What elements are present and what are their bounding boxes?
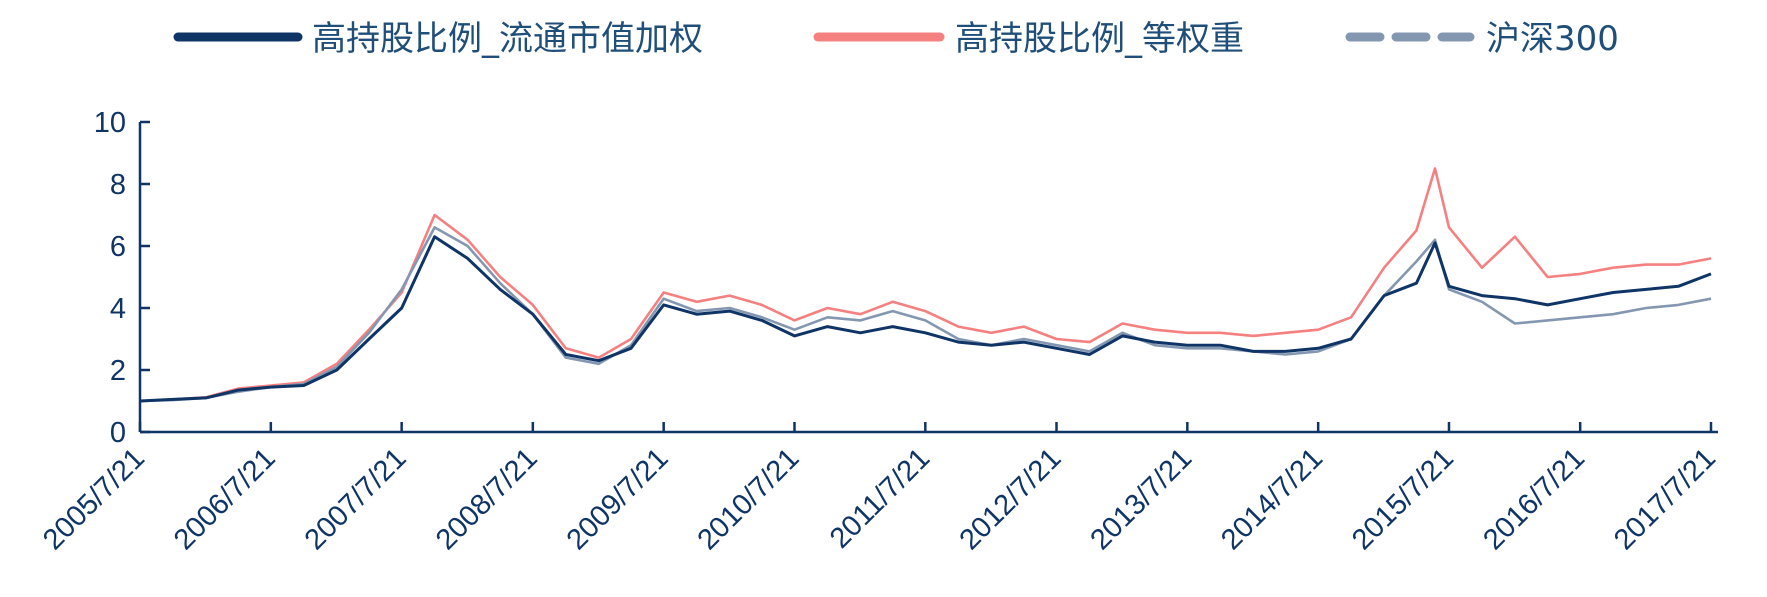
axes: 0 2 4 6 8 10 2005/7/21 2006/7/21 2007/7/21 2008/7…	[37, 107, 1722, 556]
x-tick-label-11: 2015/7/21	[1346, 442, 1460, 556]
legend-label-1: 高持股比例_流通市值加权	[312, 19, 703, 59]
legend-item-2: 高持股比例_等权重	[813, 19, 1244, 59]
legend-label-3: 沪深300	[1486, 19, 1619, 59]
x-tick-label-10: 2014/7/21	[1215, 442, 1329, 556]
x-tick-label-12: 2016/7/21	[1477, 442, 1591, 556]
y-tick-label-0: 0	[110, 417, 126, 449]
y-tick-label-6: 6	[110, 231, 126, 263]
series-layer	[139, 167, 1712, 403]
y-tick-label-2: 2	[110, 355, 126, 387]
legend-label-2: 高持股比例_等权重	[955, 19, 1244, 59]
x-tick-label-3: 2007/7/21	[299, 442, 413, 556]
x-tick-label-2: 2006/7/21	[168, 442, 282, 556]
series-line-2	[139, 167, 1712, 403]
series-line-3	[139, 226, 1712, 403]
y-tick-label-10: 10	[94, 107, 126, 139]
y-tick-label-8: 8	[110, 169, 126, 201]
x-tick-label-7: 2011/7/21	[824, 442, 936, 554]
legend-item-1: 高持股比例_流通市值加权	[173, 19, 703, 59]
x-tick-label-1: 2005/7/21	[37, 442, 151, 556]
x-tick-label-8: 2012/7/21	[954, 442, 1068, 556]
x-tick-label-5: 2009/7/21	[561, 442, 675, 556]
x-tick-label-4: 2008/7/21	[430, 442, 544, 556]
x-tick-label-9: 2013/7/21	[1084, 442, 1198, 556]
x-tick-label-6: 2010/7/21	[692, 442, 806, 556]
x-tick-label-13: 2017/7/21	[1608, 442, 1722, 556]
series-line-1	[139, 235, 1712, 403]
y-tick-label-4: 4	[110, 293, 126, 325]
legend: 高持股比例_流通市值加权 高持股比例_等权重 沪深300	[173, 19, 1619, 59]
legend-item-3: 沪深300	[1345, 19, 1619, 59]
